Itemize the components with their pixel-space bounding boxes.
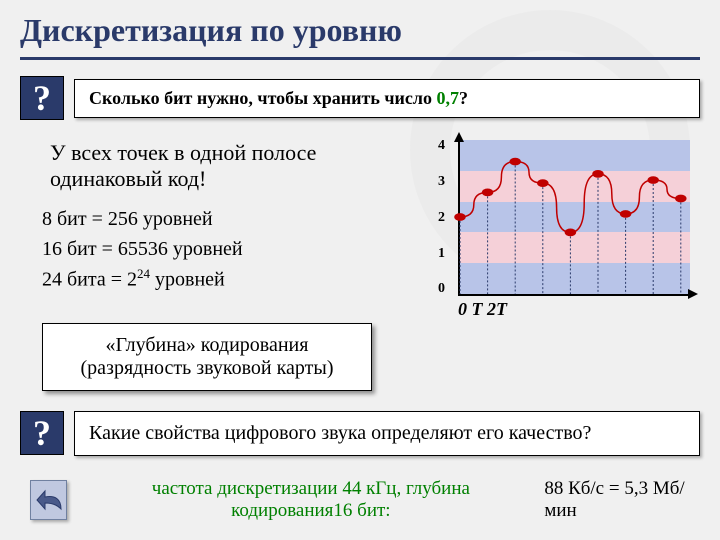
title-underline (20, 57, 700, 60)
page-title: Дискретизация по уровню (0, 0, 720, 57)
question-mark-icon: ? (20, 411, 64, 455)
question-1-row: ? Сколько бит нужно, чтобы хранить число… (20, 76, 700, 120)
bits-line-1: 8 бит = 256 уровней (42, 204, 410, 234)
x-ticks: 0 T 2T (458, 299, 507, 320)
question-mark-icon: ? (20, 76, 64, 120)
calculation: 88 Кб/с = 5,3 Мб/мин (544, 478, 690, 522)
depth-box: «Глубина» кодирования (разрядность звуко… (42, 323, 372, 391)
y-ticks: 43210 (438, 140, 445, 296)
green-params: частота дискретизации 44 кГц, глубина ко… (107, 478, 514, 522)
quantization-chart: 43210 0 T 2T (430, 140, 690, 320)
bits-line-3: 24 бита = 224 уровней (42, 264, 410, 295)
q1-value: 0,7 (436, 88, 459, 108)
question-2-row: ? Какие свойства цифрового звука определ… (20, 411, 700, 456)
question-1-text: Сколько бит нужно, чтобы хранить число 0… (74, 79, 700, 118)
bottom-row: частота дискретизации 44 кГц, глубина ко… (0, 468, 720, 522)
bits-list: 8 бит = 256 уровней 16 бит = 65536 уровн… (42, 204, 410, 295)
bits-line-2: 16 бит = 65536 уровней (42, 234, 410, 264)
question-2-text: Какие свойства цифрового звука определяю… (74, 411, 700, 456)
subtext: У всех точек в одной полосе одинаковый к… (50, 140, 410, 192)
back-button[interactable] (30, 480, 67, 520)
q1-prefix: Сколько бит нужно, чтобы хранить число (89, 88, 436, 108)
q1-suffix: ? (459, 88, 468, 108)
